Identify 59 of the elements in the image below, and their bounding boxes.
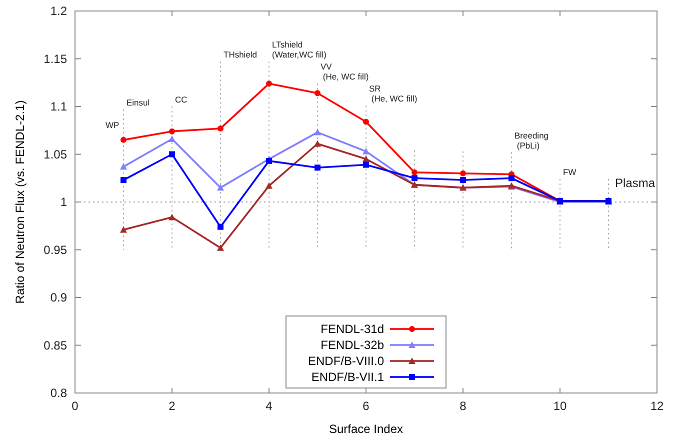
x-tick-label: 8	[460, 399, 467, 413]
x-tick-label: 4	[266, 399, 273, 413]
point	[169, 151, 175, 158]
ref-line-label: LTshield (Water,WC fill)	[272, 40, 327, 60]
point	[169, 128, 175, 134]
point	[362, 156, 370, 162]
ref-line-label: THshield	[224, 50, 258, 60]
point	[120, 177, 126, 184]
ref-line-label: SR (He, WC fill)	[369, 84, 418, 104]
point	[314, 90, 320, 96]
point	[218, 224, 224, 230]
x-tick-label: 0	[72, 399, 79, 413]
point	[168, 214, 176, 220]
legend-label: FENDL-32b	[320, 338, 384, 352]
point	[314, 164, 320, 171]
ref-line-label: Breeding (PbLi)	[514, 130, 549, 150]
point	[412, 169, 418, 176]
point	[168, 135, 176, 142]
point	[120, 163, 127, 170]
point	[217, 184, 224, 191]
point	[217, 244, 224, 251]
y-tick-label: 1	[60, 195, 68, 209]
x-tick-label: 10	[553, 399, 567, 413]
y-tick-label: 1.1	[50, 100, 68, 114]
point	[460, 170, 466, 176]
y-tick-label: 0.95	[44, 242, 68, 257]
x-axis-title: Surface Index	[328, 422, 404, 436]
point	[218, 125, 224, 132]
x-tick-label: 12	[650, 399, 664, 413]
annotation: Plasma	[615, 176, 656, 190]
y-tick-label: 0.85	[44, 338, 68, 352]
y-tick-label: 1.15	[44, 52, 68, 66]
point	[266, 182, 272, 189]
y-tick-label: 1.2	[50, 4, 68, 18]
y-axis-title: Ratio of Neutron Flux (vs. FENDL-2.1)	[13, 100, 27, 304]
point	[508, 175, 514, 182]
y-tick-label: 0.9	[50, 290, 68, 304]
legend-label: ENDF/B-VII.1	[311, 370, 384, 384]
ref-line-label: CC	[175, 94, 188, 104]
point	[412, 175, 418, 182]
legend-label: FENDL-31d	[320, 322, 384, 336]
point	[363, 118, 369, 125]
point	[314, 140, 321, 147]
y-tick-label: 0.8	[50, 386, 68, 400]
annotation: WP	[106, 120, 120, 130]
ref-line-label: VV (He, WC fill)	[320, 62, 369, 82]
ref-line-label: Einsul	[126, 97, 150, 108]
x-tick-label: 6	[362, 399, 370, 413]
y-tick-label: 1.05	[44, 147, 68, 162]
point	[362, 148, 370, 154]
point	[363, 162, 369, 168]
legend-label: ENDF/B-VIII.0	[308, 354, 384, 368]
point	[120, 136, 126, 143]
point	[266, 80, 272, 87]
point	[460, 177, 466, 184]
point	[120, 226, 127, 233]
x-tick-label: 2	[168, 399, 176, 413]
ref-line-label: FW	[563, 167, 576, 178]
point	[314, 128, 321, 136]
